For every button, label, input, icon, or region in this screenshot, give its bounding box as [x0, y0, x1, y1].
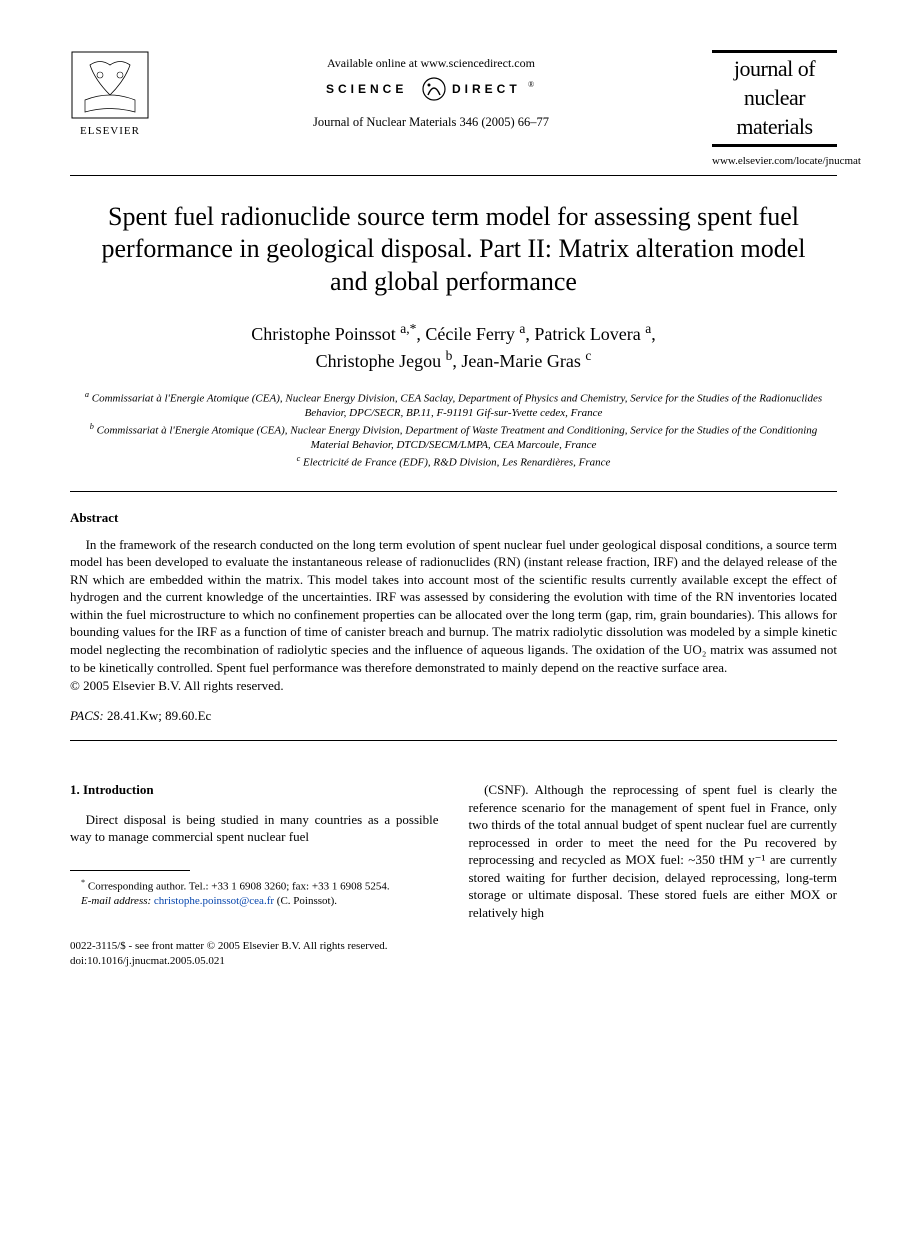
header-rule: [70, 175, 837, 176]
footnote-rule: [70, 870, 190, 871]
header-row: ELSEVIER Available online at www.science…: [70, 50, 837, 167]
abstract-text: In the framework of the research conduct…: [70, 536, 837, 676]
email-footnote: E-mail address: christophe.poinssot@cea.…: [70, 894, 439, 909]
column-right: (CSNF). Although the reprocessing of spe…: [469, 781, 838, 921]
sciencedirect-logo: SCIENCE DIRECT ®: [326, 77, 536, 101]
affiliations: a Commissariat à l'Energie Atomique (CEA…: [70, 389, 837, 471]
affiliation-c: Electricité de France (EDF), R&D Divisio…: [303, 457, 610, 469]
svg-text:®: ®: [528, 80, 534, 89]
author-1: Christophe Poinssot: [251, 324, 396, 344]
journal-logo: journal of nuclear materials www.elsevie…: [712, 50, 837, 167]
column-left: 1. Introduction Direct disposal is being…: [70, 781, 439, 921]
pacs-line: PACS: 28.41.Kw; 89.60.Ec: [70, 708, 837, 724]
footer: 0022-3115/$ - see front matter © 2005 El…: [70, 939, 837, 968]
author-2: Cécile Ferry: [425, 324, 514, 344]
body-columns: 1. Introduction Direct disposal is being…: [70, 781, 837, 921]
journal-url[interactable]: www.elsevier.com/locate/jnucmat: [712, 155, 837, 167]
front-matter-line: 0022-3115/$ - see front matter © 2005 El…: [70, 939, 837, 953]
doi-line: doi:10.1016/j.jnucmat.2005.05.021: [70, 954, 837, 968]
available-online-text: Available online at www.sciencedirect.co…: [150, 56, 712, 71]
intro-paragraph-1: Direct disposal is being studied in many…: [70, 811, 439, 846]
header-center: Available online at www.sciencedirect.co…: [150, 50, 712, 130]
elsevier-logo: ELSEVIER: [70, 50, 150, 145]
authors: Christophe Poinssot a,*, Cécile Ferry a,…: [70, 320, 837, 374]
section-1-heading: 1. Introduction: [70, 781, 439, 799]
abstract-copyright: © 2005 Elsevier B.V. All rights reserved…: [70, 678, 837, 694]
svg-text:SCIENCE: SCIENCE: [326, 82, 407, 96]
svg-text:ELSEVIER: ELSEVIER: [80, 125, 140, 137]
email-link[interactable]: christophe.poinssot@cea.fr: [154, 895, 274, 907]
author-4: Christophe Jegou: [316, 351, 442, 371]
abstract-heading: Abstract: [70, 510, 837, 526]
intro-paragraph-2: (CSNF). Although the reprocessing of spe…: [469, 781, 838, 921]
corresponding-footnote: * Corresponding author. Tel.: +33 1 6908…: [70, 877, 439, 895]
author-5: Jean-Marie Gras: [461, 351, 580, 371]
svg-text:DIRECT: DIRECT: [452, 82, 521, 96]
abstract-top-rule: [70, 491, 837, 492]
journal-reference: Journal of Nuclear Materials 346 (2005) …: [150, 115, 712, 130]
page: ELSEVIER Available online at www.science…: [0, 0, 907, 1008]
article-title: Spent fuel radionuclide source term mode…: [90, 201, 817, 299]
affiliation-b: Commissariat à l'Energie Atomique (CEA),…: [97, 425, 818, 452]
affiliation-a: Commissariat à l'Energie Atomique (CEA),…: [92, 392, 822, 419]
author-3: Patrick Lovera: [534, 324, 640, 344]
abstract-bottom-rule: [70, 740, 837, 741]
